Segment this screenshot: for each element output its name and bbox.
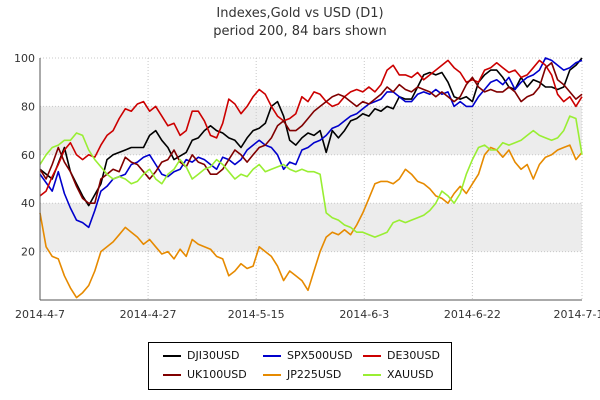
tick-labels: 20 40 60 80 100 2014-4-7 2014-4-27 2014-5-15 201… [14, 52, 600, 321]
series-line-spx500usd [39, 57, 583, 229]
legend-label: DJI30USD [187, 349, 240, 362]
x-tick-label-6: 2014-7-10 [554, 308, 600, 321]
legend-label: XAUUSD [387, 368, 434, 381]
y-tick-label-80: 80 [21, 100, 35, 113]
series-line-xauusd [39, 115, 583, 238]
legend-label: DE30USD [387, 349, 440, 362]
legend-swatch [163, 355, 181, 357]
legend-swatch [263, 374, 281, 376]
series-layer [39, 57, 583, 299]
gridlines [39, 57, 583, 300]
legend-swatch [363, 355, 381, 357]
plot-background [40, 58, 582, 300]
legend-swatch [363, 374, 381, 376]
series-line-jp225usd [39, 144, 583, 299]
series-line-uk100usd [39, 62, 583, 204]
plot-area [40, 58, 582, 300]
series-line-dji30usd [39, 57, 583, 207]
legend-swatch [163, 374, 181, 376]
x-tick-label-4: 2014-6-3 [339, 308, 389, 321]
chart-subtitle: period 200, 84 bars shown [213, 24, 387, 39]
axes [39, 58, 582, 301]
legend-label: UK100USD [187, 368, 247, 381]
series-line-de30usd [39, 59, 583, 197]
y-tick-label-100: 100 [14, 52, 35, 65]
x-tick-label-2: 2014-4-27 [120, 308, 177, 321]
x-tick-label-5: 2014-6-22 [444, 308, 501, 321]
y-tick-label-40: 40 [21, 197, 35, 210]
x-tick-label-1: 2014-4-7 [15, 308, 65, 321]
legend-swatch [263, 355, 281, 357]
shaded-band-1 [40, 203, 582, 252]
chart-legend: DJI30USD SPX500USD DE30USD UK100USD JP225USD… [148, 342, 452, 390]
chart-title: Indexes,Gold vs USD (D1) [216, 6, 383, 21]
legend-label: JP225USD [287, 368, 342, 381]
y-tick-label-20: 20 [21, 246, 35, 259]
x-tick-label-3: 2014-5-15 [228, 308, 285, 321]
legend-label: SPX500USD [287, 349, 353, 362]
y-tick-label-60: 60 [21, 149, 35, 162]
